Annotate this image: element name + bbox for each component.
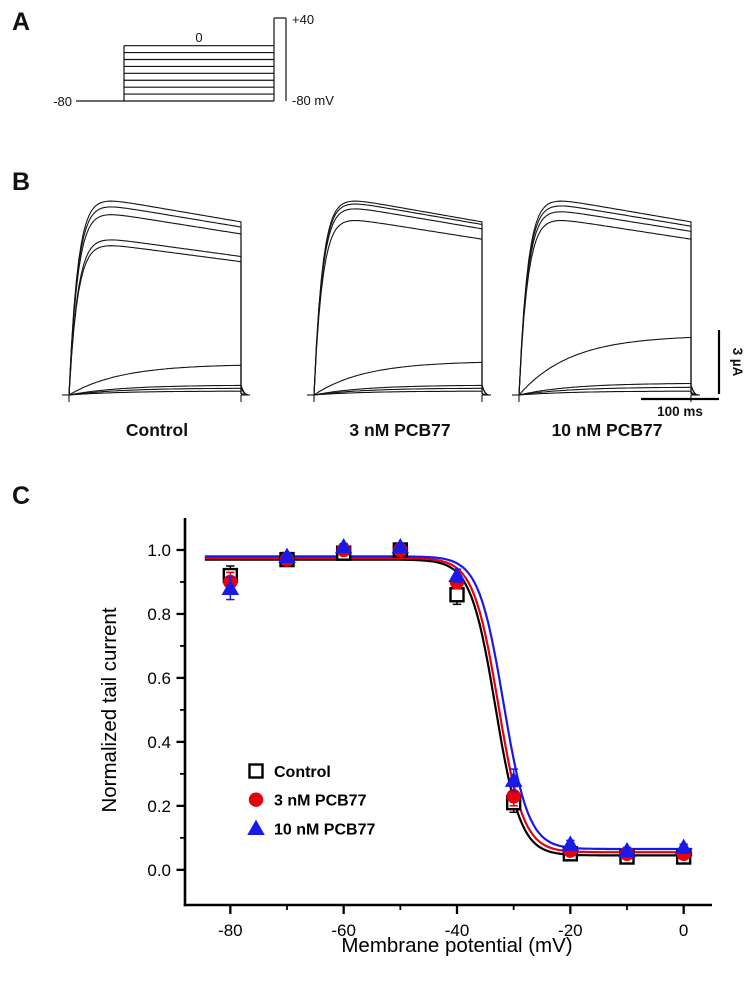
svg-text:-40: -40 [445,921,470,940]
panel-b-label: B [12,168,31,196]
trace-group-label-3nm: 3 nM PCB77 [349,420,451,440]
svg-text:0.4: 0.4 [147,733,171,752]
series-2 [221,537,693,858]
chart-legend: Control 3 nM PCB77 10 nM PCB77 [247,763,375,838]
panel-a-label: A [12,8,31,36]
time-scale-label: 100 ms [657,404,703,419]
svg-text:0.8: 0.8 [147,605,171,624]
chart-axes: -80 -60 -40 -20 0 0.0 0.2 0.4 0.6 0.8 1.0 [147,518,712,940]
svg-text:-80: -80 [218,921,243,940]
svg-text:1.0: 1.0 [147,541,171,560]
series-0 [222,542,692,865]
protocol-return-label: -80 mV [292,93,334,108]
protocol-zero-label: 0 [195,30,202,45]
svg-text:-60: -60 [331,921,356,940]
protocol-traces [76,17,287,102]
svg-text:Control: Control [274,764,331,781]
svg-text:3 nM PCB77: 3 nM PCB77 [274,793,367,810]
trace-group-label-10nm: 10 nM PCB77 [551,420,663,440]
protocol-svg: 0 +40 -80 -80 mV [53,12,334,109]
chart-svg: -80 -60 -40 -20 0 0.0 0.2 0.4 0.6 0.8 1.0 Control 3 … [147,518,712,940]
fit-curves [204,555,693,857]
svg-text:0.0: 0.0 [147,861,171,880]
y-axis-title: Normalized tail current [98,607,121,813]
protocol-holding-label: -80 [53,94,72,109]
svg-text:0.2: 0.2 [147,797,171,816]
x-axis-title: Membrane potential (mV) [341,934,573,957]
svg-text:10 nM PCB77: 10 nM PCB77 [274,821,375,838]
trace-families [62,200,700,402]
svg-text:0.6: 0.6 [147,669,171,688]
current-traces-svg: 3 µA 100 ms [62,200,745,419]
svg-text:0: 0 [679,921,688,940]
panel-c-label: C [12,482,31,510]
protocol-peak-label: +40 [292,12,314,27]
current-scale-label: 3 µA [730,348,745,377]
svg-text:-20: -20 [558,921,583,940]
trace-group-label-control: Control [125,420,189,440]
